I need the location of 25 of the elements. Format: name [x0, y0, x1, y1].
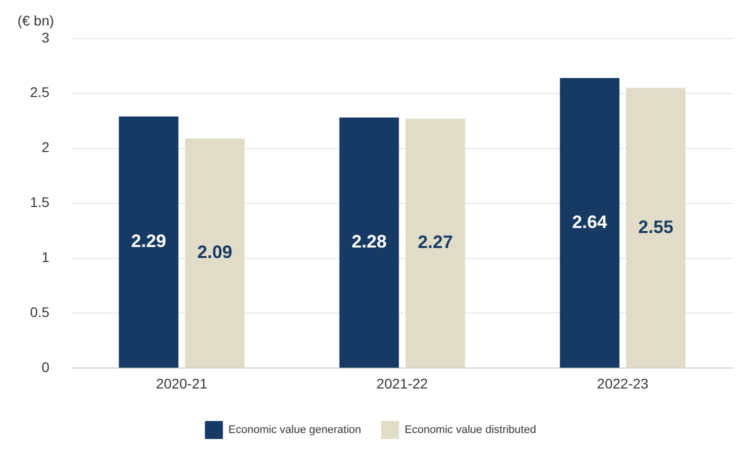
y-tick-label: 1.5 [30, 194, 50, 210]
y-tick-label: 0.5 [30, 304, 50, 320]
data-label: 2.29 [131, 231, 166, 252]
y-tick-label: 0 [42, 359, 50, 376]
x-tick-label: 2022-23 [597, 375, 649, 392]
y-tick-label: 2.5 [30, 84, 50, 100]
bar [626, 88, 686, 368]
bar [560, 78, 620, 368]
x-tick-label: 2021-22 [376, 375, 428, 392]
data-label: 2.64 [572, 212, 608, 232]
legend-label: Economic value distributed [404, 424, 536, 436]
y-tick-label: 2 [42, 139, 50, 156]
data-label: 2.09 [197, 242, 232, 262]
data-label: 2.28 [352, 232, 387, 252]
bar [406, 118, 466, 368]
bar [185, 138, 245, 368]
y-tick-label: 1 [42, 249, 50, 266]
data-label: 2.55 [638, 216, 674, 237]
y-tick-label: 3 [42, 29, 50, 46]
x-tick-label: 2020-21 [156, 375, 208, 392]
legend-label: Economic value generation [228, 424, 362, 436]
bar [118, 116, 178, 368]
bar [339, 118, 399, 368]
data-label: 2.27 [418, 232, 453, 252]
y-axis-title: (€ bn) [17, 12, 54, 28]
